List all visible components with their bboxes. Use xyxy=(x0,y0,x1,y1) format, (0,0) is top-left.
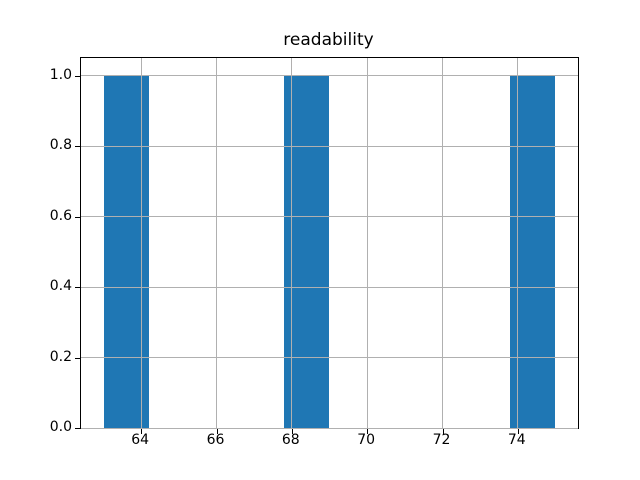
gridline-horizontal xyxy=(81,286,578,288)
y-tick-label: 0.0 xyxy=(49,419,72,435)
x-tick-mark xyxy=(291,429,293,434)
gridline-vertical xyxy=(291,58,293,428)
y-tick-mark xyxy=(75,287,80,288)
y-tick-mark xyxy=(75,146,80,148)
x-tick-mark xyxy=(141,429,143,434)
gridline-horizontal xyxy=(81,427,578,429)
y-tick-label: 0.8 xyxy=(49,137,72,154)
x-tick-label: 64 xyxy=(131,432,150,448)
gridline-horizontal xyxy=(81,216,578,218)
y-tick-label: 0.4 xyxy=(49,278,72,294)
gridline-horizontal xyxy=(81,145,578,147)
y-tick-mark xyxy=(75,428,80,429)
gridline-horizontal xyxy=(81,357,578,358)
plot-area xyxy=(75,57,579,434)
gridline-vertical xyxy=(140,58,142,428)
x-tick-label: 70 xyxy=(357,432,376,448)
y-tick-label: 0.2 xyxy=(49,348,72,365)
x-tick-label: 66 xyxy=(206,432,225,448)
gridline-vertical xyxy=(442,58,443,428)
y-tick-label: 1.0 xyxy=(49,66,72,83)
x-tick-label: 72 xyxy=(432,432,451,448)
y-tick-label: 0.6 xyxy=(49,207,72,224)
gridline-vertical xyxy=(216,58,217,428)
gridline-layer xyxy=(81,58,578,429)
y-tick-mark xyxy=(75,357,80,359)
x-tick-label: 74 xyxy=(507,432,526,448)
histogram-bar xyxy=(103,75,149,428)
y-tick-mark xyxy=(75,75,80,77)
chart-title: readability xyxy=(283,30,374,50)
x-tick-mark xyxy=(517,429,519,434)
x-tick-label: 68 xyxy=(281,432,300,448)
gridline-horizontal xyxy=(81,75,578,77)
x-tick-mark xyxy=(367,429,369,434)
gridline-vertical xyxy=(366,58,368,428)
gridline-vertical xyxy=(517,58,519,428)
y-tick-mark xyxy=(75,216,80,218)
x-tick-mark xyxy=(442,429,444,434)
x-tick-mark xyxy=(216,429,218,434)
tick-layer xyxy=(75,58,578,434)
